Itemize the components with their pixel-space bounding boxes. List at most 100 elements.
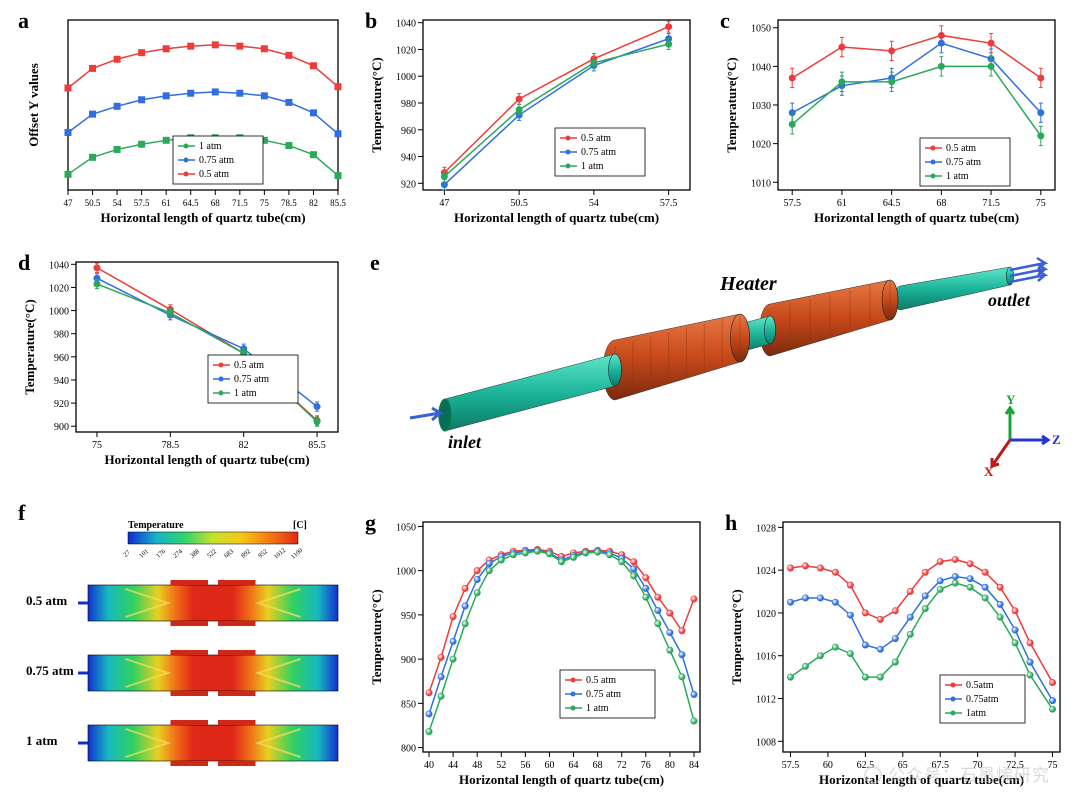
panel-e-label: e	[370, 250, 380, 276]
svg-text:940: 940	[54, 376, 69, 387]
svg-text:64.5: 64.5	[183, 198, 199, 208]
svg-text:0.5 atm: 0.5 atm	[946, 143, 976, 154]
panel-a-label: a	[18, 8, 29, 34]
svg-text:1000: 1000	[49, 307, 69, 318]
svg-text:0.5 atm: 0.5 atm	[234, 360, 264, 371]
svg-text:1016: 1016	[756, 652, 776, 663]
svg-text:176: 176	[155, 548, 168, 560]
svg-text:Z: Z	[1052, 432, 1061, 447]
svg-text:[C]: [C]	[293, 520, 307, 531]
svg-text:75: 75	[92, 440, 102, 451]
svg-text:0.75 atm: 0.75 atm	[234, 374, 269, 385]
svg-text:71.5: 71.5	[232, 198, 248, 208]
svg-text:Temperature(°C): Temperature(°C)	[369, 57, 384, 152]
svg-text:27: 27	[122, 549, 132, 559]
svg-text:Heater: Heater	[719, 273, 777, 295]
svg-text:0.75 atm: 0.75 atm	[586, 689, 621, 700]
svg-text:1000: 1000	[396, 567, 416, 578]
svg-text:54: 54	[589, 198, 599, 209]
svg-text:72.5: 72.5	[1006, 760, 1024, 771]
svg-text:960: 960	[401, 126, 416, 137]
svg-text:78.5: 78.5	[281, 198, 297, 208]
panel-d: d 7578.58285.590092094096098010001020104…	[18, 250, 348, 470]
heatmap-f: Temperature[C]27101176274388522683892952…	[18, 500, 348, 780]
svg-text:0.5 atm: 0.5 atm	[581, 133, 611, 144]
svg-text:1020: 1020	[751, 140, 771, 151]
svg-text:1100: 1100	[290, 547, 304, 561]
svg-text:101: 101	[138, 548, 150, 560]
svg-text:1 atm: 1 atm	[581, 161, 604, 172]
svg-text:84: 84	[689, 760, 699, 771]
svg-text:Horizontal length of quartz tu: Horizontal length of quartz tube(cm)	[814, 210, 1019, 225]
svg-text:68: 68	[211, 198, 221, 208]
svg-text:980: 980	[401, 99, 416, 110]
svg-text:50.5: 50.5	[85, 198, 101, 208]
svg-text:56: 56	[520, 760, 530, 771]
chart-h: 57.56062.56567.57072.5751008101210161020…	[725, 510, 1070, 790]
svg-text:900: 900	[401, 655, 416, 666]
svg-text:68: 68	[936, 198, 946, 209]
svg-text:57.5: 57.5	[783, 198, 801, 209]
svg-text:64: 64	[569, 760, 579, 771]
chart-c: 57.56164.56871.57510101020103010401050Ho…	[720, 8, 1065, 228]
svg-text:1040: 1040	[396, 19, 416, 30]
svg-text:920: 920	[54, 399, 69, 410]
svg-text:X: X	[984, 464, 994, 479]
panel-b: b 4750.55457.5920940960980100010201040Ho…	[365, 8, 700, 228]
svg-text:0.75 atm: 0.75 atm	[26, 663, 74, 678]
svg-text:522: 522	[206, 548, 218, 560]
svg-text:75: 75	[260, 198, 270, 208]
svg-text:0.75atm: 0.75atm	[966, 694, 999, 705]
panel-e: e inlet outlet Heater Y Z X	[370, 250, 1070, 480]
svg-text:388: 388	[189, 548, 201, 560]
svg-text:Horizontal length of quartz tu: Horizontal length of quartz tube(cm)	[100, 210, 305, 225]
svg-text:1 atm: 1 atm	[946, 171, 969, 182]
diagram-e: inlet outlet Heater Y Z X	[370, 250, 1070, 480]
chart-b: 4750.55457.5920940960980100010201040Hori…	[365, 8, 700, 228]
svg-text:inlet: inlet	[448, 432, 482, 452]
svg-text:920: 920	[401, 179, 416, 190]
svg-text:1 atm: 1 atm	[234, 388, 257, 399]
svg-text:1 atm: 1 atm	[26, 733, 58, 748]
svg-text:Y: Y	[1006, 392, 1016, 407]
svg-text:0.75 atm: 0.75 atm	[199, 155, 234, 166]
panel-g: g 40444852566064687276808480085090095010…	[365, 510, 710, 790]
svg-text:68: 68	[593, 760, 603, 771]
svg-text:75: 75	[1036, 198, 1046, 209]
svg-text:274: 274	[172, 548, 185, 560]
svg-text:57.5: 57.5	[134, 198, 150, 208]
svg-text:800: 800	[401, 744, 416, 755]
chart-g: 4044485256606468727680848008509009501000…	[365, 510, 710, 790]
svg-text:Temperature(°C): Temperature(°C)	[369, 589, 384, 684]
svg-text:outlet: outlet	[988, 290, 1031, 310]
svg-text:82: 82	[239, 440, 249, 451]
panel-c-label: c	[720, 8, 730, 34]
svg-text:82: 82	[309, 198, 318, 208]
svg-text:1020: 1020	[49, 283, 69, 294]
svg-text:1050: 1050	[751, 24, 771, 35]
svg-text:0.75 atm: 0.75 atm	[581, 147, 616, 158]
panel-f: f Temperature[C]271011762743885226838929…	[18, 500, 348, 780]
svg-text:1000: 1000	[396, 72, 416, 83]
panel-g-label: g	[365, 510, 376, 536]
svg-text:1 atm: 1 atm	[586, 703, 609, 714]
svg-text:1 atm: 1 atm	[199, 141, 222, 152]
svg-text:1020: 1020	[396, 45, 416, 56]
svg-text:44: 44	[448, 760, 458, 771]
svg-text:76: 76	[641, 760, 651, 771]
chart-d: 7578.58285.5900920940960980100010201040H…	[18, 250, 348, 470]
panel-c: c 57.56164.56871.57510101020103010401050…	[720, 8, 1065, 228]
panel-h-label: h	[725, 510, 737, 536]
svg-text:61: 61	[837, 198, 847, 209]
svg-text:52: 52	[496, 760, 506, 771]
panel-a: a 4750.55457.56164.56871.57578.58285.5Ho…	[18, 8, 348, 228]
svg-text:0.5 atm: 0.5 atm	[199, 169, 229, 180]
svg-text:67.5: 67.5	[931, 760, 949, 771]
svg-text:Temperature(°C): Temperature(°C)	[724, 57, 739, 152]
svg-text:952: 952	[257, 548, 269, 560]
svg-text:Temperature(°C): Temperature(°C)	[22, 299, 37, 394]
svg-text:57.5: 57.5	[782, 760, 800, 771]
svg-text:64.5: 64.5	[883, 198, 901, 209]
svg-text:Temperature: Temperature	[128, 520, 184, 531]
svg-text:1012: 1012	[756, 695, 776, 706]
